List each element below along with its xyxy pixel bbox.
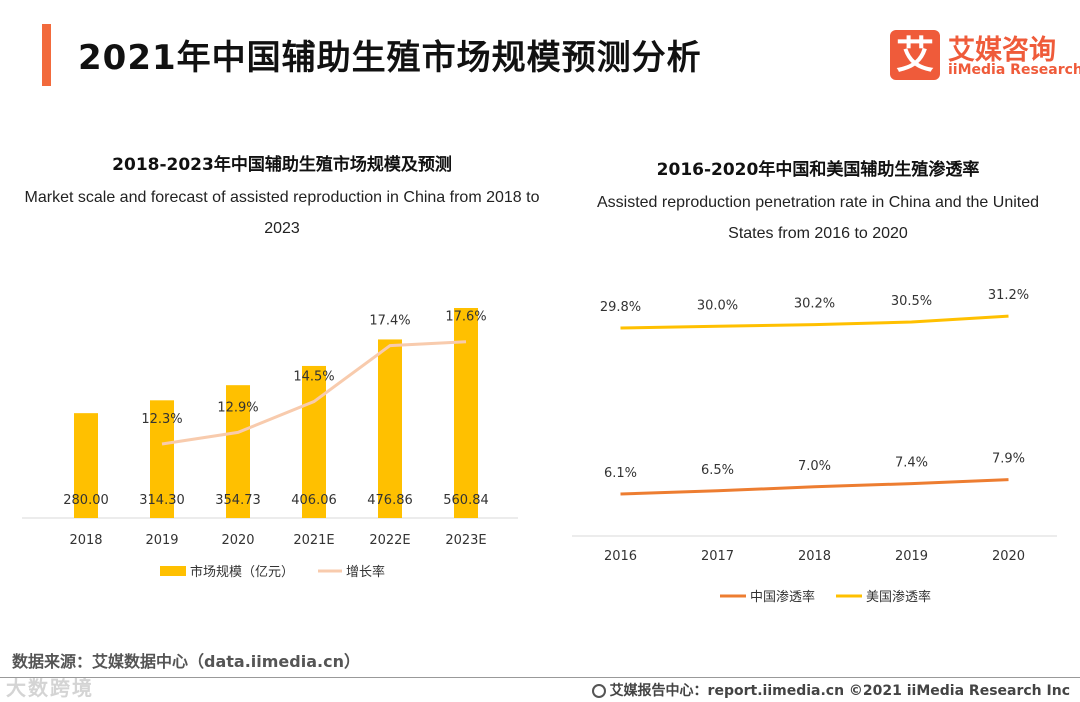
bar-2018 (74, 413, 98, 518)
growth-rate-label: 17.6% (445, 310, 486, 325)
bar-2022E (378, 339, 402, 518)
logo-mark: 艾 (890, 30, 940, 80)
footer: 艾媒报告中心：report.iimedia.cn ©2021 iiMedia R… (591, 680, 1070, 700)
bar-value-label: 406.06 (291, 493, 337, 508)
x-tick-label: 2021E (293, 533, 334, 548)
watermark: 大数跨境 (6, 676, 94, 700)
growth-rate-line (161, 340, 467, 446)
us-penetration-line (620, 314, 1009, 330)
growth-rate-label: 14.5% (293, 370, 334, 385)
china-rate-label: 7.0% (798, 459, 831, 474)
x-tick-label: 2019 (145, 533, 178, 548)
title-accent-bar (42, 24, 51, 86)
left-chart-subtitle: Market scale and forecast of assisted re… (24, 189, 540, 237)
china-penetration-line (620, 478, 1009, 496)
growth-rate-label: 17.4% (369, 314, 410, 329)
bar-2019 (150, 400, 174, 518)
footer-divider (0, 677, 1080, 678)
growth-rate-label: 12.9% (217, 400, 258, 415)
bar-value-label: 354.73 (215, 493, 261, 508)
bar-2021E (302, 365, 326, 518)
footer-text: 艾媒报告中心：report.iimedia.cn ©2021 iiMedia R… (609, 683, 1070, 699)
legend-label-growth: 增长率 (346, 564, 385, 580)
growth-rate-label: 12.3% (141, 412, 182, 427)
left-chart-title: 2018-2023年中国辅助生殖市场规模及预测 (112, 155, 452, 175)
china-rate-label: 6.1% (604, 466, 637, 481)
penetration-rate-chart: 29.8% 30.0% 30.2% 30.5% 31.2% 6.1% 6.5% 7.0% 7.4… (572, 288, 1057, 605)
china-rate-label: 7.4% (895, 456, 928, 471)
right-chart-title: 2016-2020年中国和美国辅助生殖渗透率 (656, 160, 980, 180)
x-tick-label: 2020 (221, 533, 254, 548)
x-tick-label: 2022E (369, 533, 410, 548)
x-tick-label: 2020 (992, 549, 1025, 564)
logo-en-text: iiMedia Research (948, 62, 1080, 78)
x-tick-label: 2017 (701, 549, 734, 564)
x-tick-label: 2016 (604, 549, 637, 564)
legend-swatch-market-scale (160, 566, 186, 576)
right-chart-subtitle: Assisted reproduction penetration rate i… (596, 194, 1040, 242)
x-tick-label: 2018 (798, 549, 831, 564)
us-rate-label: 30.2% (794, 297, 835, 312)
china-rate-label: 6.5% (701, 463, 734, 478)
china-rate-label: 7.9% (992, 452, 1025, 467)
legend-label-us: 美国渗透率 (866, 589, 931, 605)
market-scale-chart: 280.00 2018 314.30 2019 12.3% 354.73 2020 12.9%… (22, 308, 518, 580)
us-rate-label: 30.0% (697, 298, 738, 313)
iimedia-logo: 艾 艾媒咨询 iiMedia Research (890, 28, 1080, 84)
bar-value-label: 280.00 (63, 493, 109, 508)
logo-cn-text: 艾媒咨询 (948, 35, 1056, 66)
globe-icon (591, 684, 606, 698)
us-rate-label: 29.8% (600, 300, 641, 315)
bar-value-label: 476.86 (367, 493, 413, 508)
bar-2020 (226, 385, 250, 518)
bar-value-label: 560.84 (443, 493, 489, 508)
x-tick-label: 2019 (895, 549, 928, 564)
x-tick-label: 2023E (445, 533, 486, 548)
us-rate-label: 30.5% (891, 294, 932, 309)
legend-label-market-scale: 市场规模（亿元） (190, 564, 294, 580)
data-source: 数据来源：艾媒数据中心（data.iimedia.cn） (12, 652, 360, 671)
bar-2023E (454, 308, 478, 518)
x-tick-label: 2018 (69, 533, 102, 548)
page-title: 2021年中国辅助生殖市场规模预测分析 (78, 38, 702, 78)
us-rate-label: 31.2% (988, 288, 1029, 303)
bar-value-label: 314.30 (139, 493, 185, 508)
legend-label-china: 中国渗透率 (750, 589, 815, 605)
